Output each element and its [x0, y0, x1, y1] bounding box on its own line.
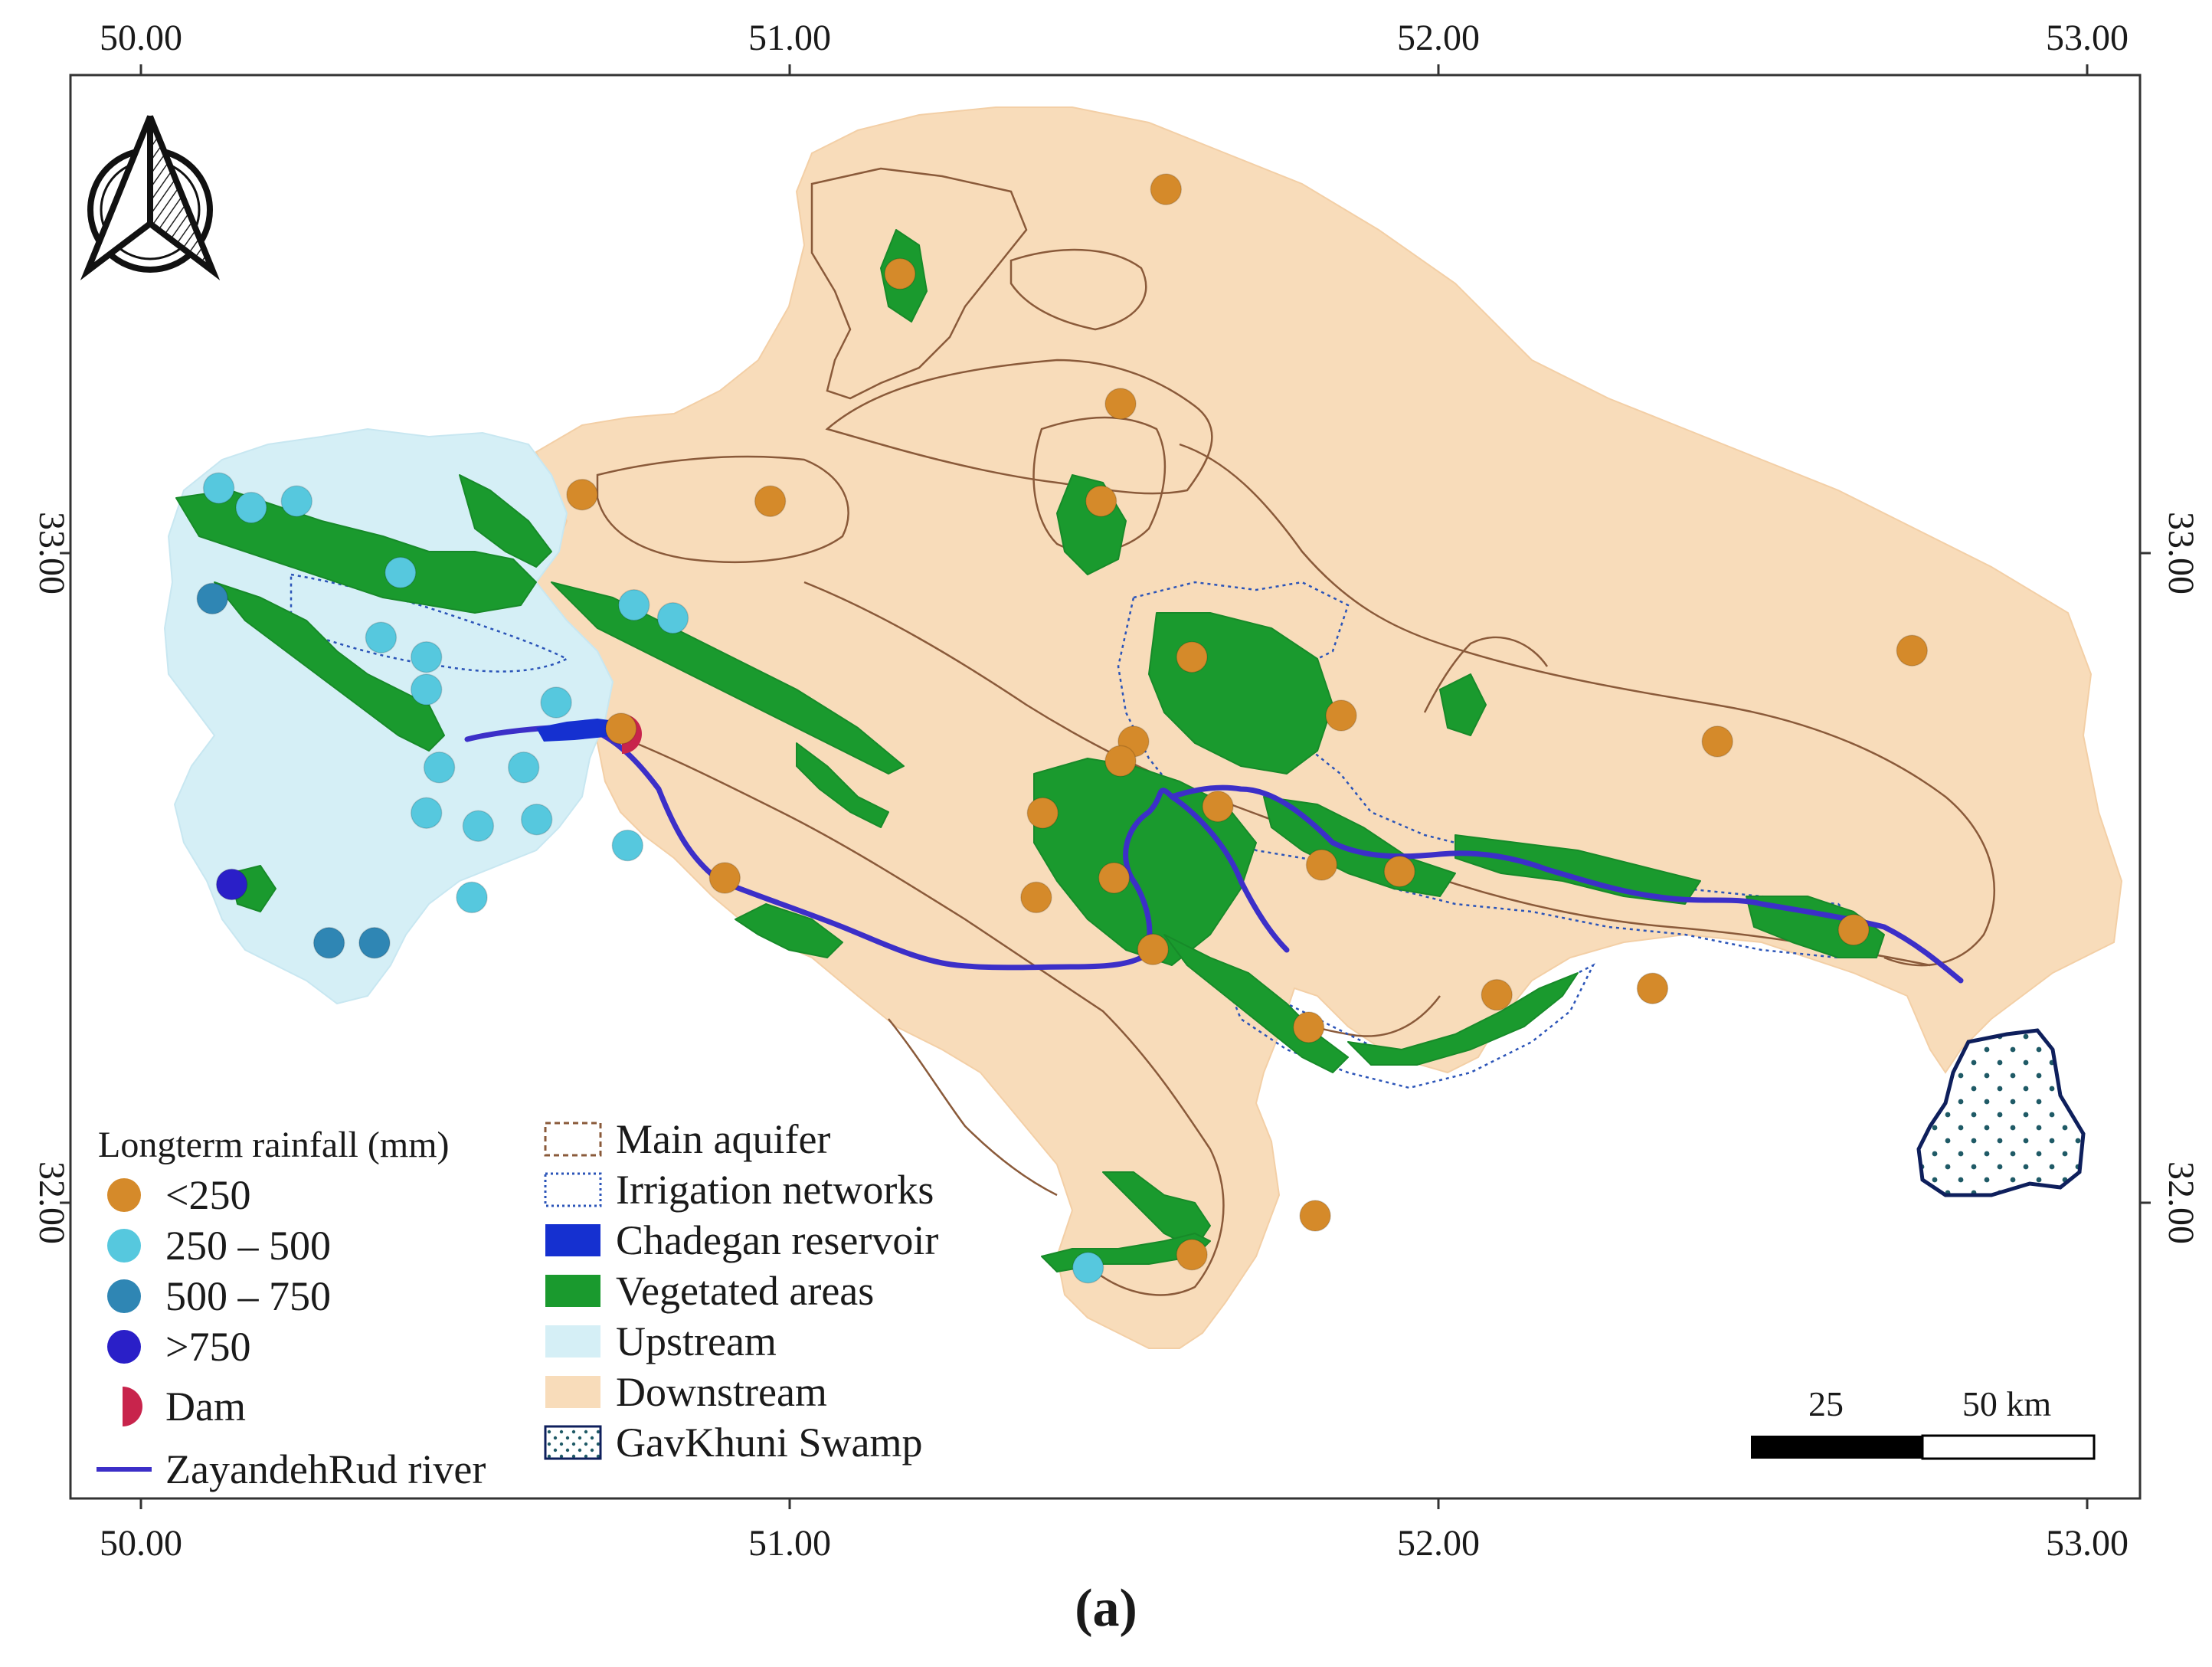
legend-swatch-vegetation [545, 1275, 600, 1307]
legend-swatch-250-500 [107, 1229, 141, 1263]
lon-tick-top: 52.00 [1397, 18, 1480, 58]
lat-tick-right: 32.00 [2161, 1161, 2201, 1244]
rainfall-station-250-500 [280, 485, 313, 517]
legend-swatch-500-750 [107, 1279, 141, 1313]
rainfall-station-lt250 [1299, 1200, 1331, 1232]
rainfall-station-lt250 [1150, 173, 1183, 205]
rainfall-station-250-500 [410, 797, 443, 829]
rainfall-station-lt250 [1137, 933, 1170, 966]
legend-swatch-upstream [545, 1325, 600, 1358]
rainfall-station-250-500 [235, 491, 267, 524]
north-arrow-icon [80, 115, 221, 280]
legend-swatch-downstream [545, 1376, 600, 1408]
rainfall-station-lt250 [1896, 634, 1929, 666]
legend-label: Irrigation networks [616, 1167, 934, 1213]
scale-label-mid: 25 [1808, 1384, 1844, 1423]
legend-label: Dam [165, 1384, 246, 1430]
rainfall-station-lt250 [1104, 745, 1137, 778]
rainfall-station-500-750 [358, 927, 391, 959]
legend-swatch-irrigation [544, 1172, 602, 1207]
rainfall-station-lt250 [1837, 914, 1870, 946]
lon-tick-top: 53.00 [2046, 18, 2129, 58]
rainfall-station-250-500 [410, 640, 443, 673]
rainfall-station-250-500 [365, 621, 398, 653]
rainfall-station-lt250 [884, 257, 916, 290]
lat-tick-left: 33.00 [31, 512, 72, 594]
legend-swatch-lt250 [107, 1178, 141, 1212]
rainfall-station-lt250 [1026, 797, 1059, 829]
legend-label: Downstream [616, 1369, 827, 1415]
figure-caption: (a) [1075, 1579, 1137, 1638]
rainfall-station-lt250 [1383, 855, 1415, 888]
lon-tick-bottom: 51.00 [748, 1523, 831, 1564]
legend-layers: Main aquifer Irrigation networks Chadega… [544, 1116, 938, 1466]
rainfall-station-250-500 [520, 803, 553, 836]
scale-bar: 25 50 km [1751, 1384, 2096, 1460]
rainfall-station-250-500 [462, 810, 495, 842]
rainfall-station-lt250 [566, 478, 598, 511]
rainfall-station-lt250 [1176, 640, 1208, 673]
rainfall-station-gt750 [215, 868, 248, 901]
rainfall-station-lt250 [1305, 849, 1338, 881]
rainfall-station-250-500 [611, 829, 644, 862]
rainfall-station-250-500 [384, 556, 417, 589]
lon-tick-bottom: 52.00 [1397, 1523, 1480, 1564]
legend-rainfall: Longterm rainfall (mm) <250 250 – 500 50… [97, 1125, 486, 1492]
legend-label: 250 – 500 [165, 1223, 331, 1269]
rainfall-station-lt250 [1104, 388, 1137, 420]
lon-tick-top: 51.00 [748, 18, 831, 58]
legend-label: Upstream [616, 1318, 777, 1364]
legend-swatch-swamp [544, 1425, 602, 1460]
rainfall-station-lt250 [1202, 790, 1234, 823]
legend-label: Chadegan reservoir [616, 1217, 938, 1263]
rainfall-station-lt250 [1701, 725, 1733, 758]
rainfall-station-lt250 [708, 862, 741, 894]
chadegan-reservoir [536, 719, 624, 742]
rainfall-station-500-750 [196, 582, 228, 615]
tick-marks [60, 64, 2151, 1509]
rainfall-station-lt250 [1098, 862, 1131, 894]
lat-tick-left: 32.00 [31, 1161, 72, 1244]
legend-label: Main aquifer [616, 1116, 830, 1162]
legend-label: 500 – 750 [165, 1273, 331, 1319]
legend-label: >750 [165, 1324, 250, 1370]
rainfall-station-500-750 [312, 927, 345, 959]
rainfall-station-lt250 [754, 485, 787, 517]
lon-tick-top: 50.00 [100, 18, 182, 58]
rainfall-station-250-500 [656, 602, 689, 634]
rainfall-station-250-500 [540, 686, 572, 719]
rainfall-stations [196, 173, 1929, 1284]
lon-tick-bottom: 53.00 [2046, 1523, 2129, 1564]
rainfall-station-250-500 [617, 589, 650, 621]
lon-tick-bottom: 50.00 [100, 1523, 182, 1564]
rainfall-station-250-500 [456, 881, 488, 914]
rainfall-station-lt250 [1325, 699, 1357, 732]
rainfall-station-250-500 [507, 752, 540, 784]
rainfall-station-lt250 [1176, 1239, 1208, 1271]
rainfall-station-250-500 [423, 752, 456, 784]
lat-tick-right: 33.00 [2161, 512, 2201, 594]
rainfall-station-lt250 [1636, 972, 1669, 1004]
gavkhuni-swamp [1916, 1028, 2086, 1197]
rainfall-station-250-500 [1072, 1252, 1104, 1284]
rainfall-station-lt250 [605, 712, 637, 745]
legend-label: GavKhuni Swamp [616, 1420, 922, 1466]
rainfall-station-lt250 [1020, 881, 1052, 914]
legend-swatch-gt750 [107, 1330, 141, 1364]
rainfall-station-250-500 [202, 472, 235, 504]
rainfall-station-lt250 [1481, 978, 1513, 1011]
scale-label-end: 50 km [1962, 1384, 2052, 1423]
legend-swatch-aquifer [544, 1122, 602, 1157]
rainfall-station-250-500 [410, 673, 443, 706]
legend-label: <250 [165, 1172, 250, 1218]
legend-title: Longterm rainfall (mm) [98, 1125, 450, 1165]
legend-swatch-reservoir [545, 1224, 600, 1256]
legend-label: Vegetated areas [616, 1268, 874, 1314]
rainfall-station-lt250 [1085, 485, 1117, 517]
rainfall-station-lt250 [1292, 1011, 1325, 1043]
legend-label: ZayandehRud river [165, 1446, 486, 1492]
legend-swatch-dam [123, 1387, 142, 1426]
